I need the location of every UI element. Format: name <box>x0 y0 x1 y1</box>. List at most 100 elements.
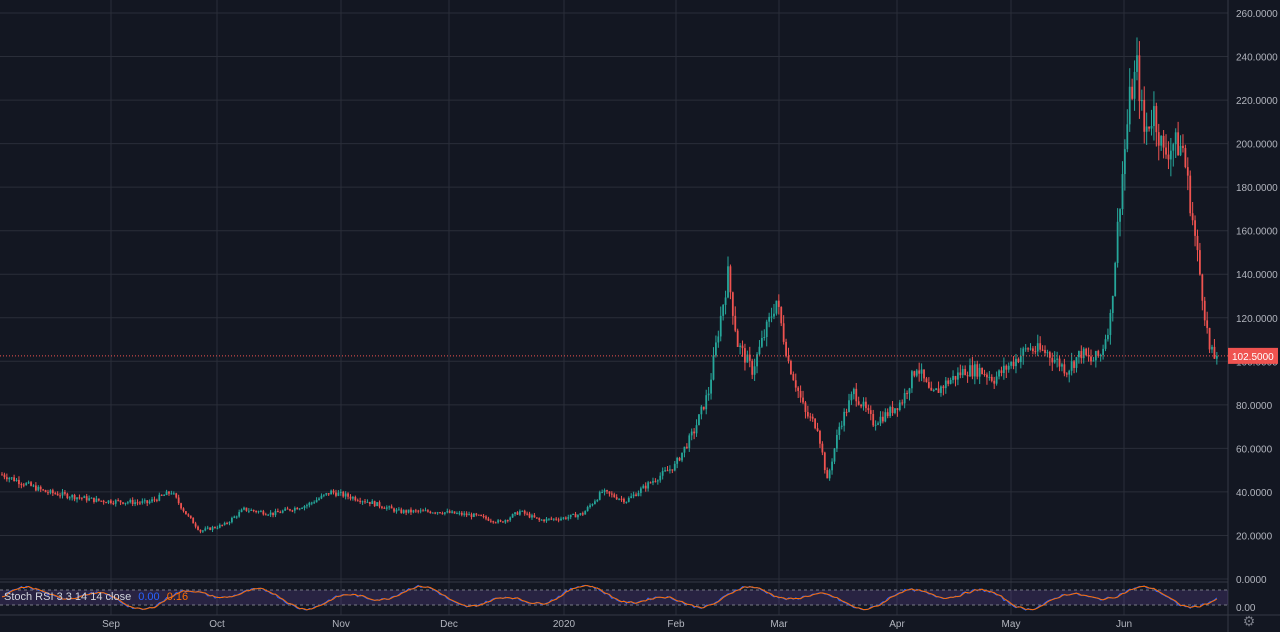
candle-body <box>741 345 744 349</box>
candle-body <box>1082 348 1085 359</box>
candle-body <box>637 492 640 496</box>
candle-body <box>475 513 478 515</box>
candle-body <box>736 330 739 347</box>
gear-icon[interactable]: ⚙ <box>1242 613 1256 629</box>
candle-body <box>47 492 49 494</box>
candle-body <box>523 510 526 514</box>
candle-body <box>993 380 996 384</box>
candle-body <box>388 506 391 508</box>
candle-body <box>400 509 403 513</box>
candle-body <box>291 510 294 512</box>
candle-body <box>823 452 826 471</box>
candle-body <box>458 512 461 514</box>
candle-body <box>163 495 166 497</box>
candle-body <box>71 495 74 498</box>
candle-body <box>1065 373 1068 375</box>
candle-body <box>1206 320 1209 328</box>
candle-body <box>918 370 921 374</box>
candle-body <box>1196 235 1199 251</box>
candle-body <box>949 379 952 384</box>
candle-body <box>30 482 32 486</box>
candle-body <box>594 501 596 505</box>
candle-body <box>579 513 582 515</box>
candle-body <box>669 469 671 471</box>
candle-body <box>129 500 132 503</box>
candle-body <box>1036 343 1039 352</box>
candle-body <box>751 360 754 375</box>
candle-body <box>881 416 884 422</box>
candle-body <box>165 491 168 496</box>
candle-body <box>659 475 662 481</box>
candle-body <box>487 518 490 521</box>
candle-body <box>598 492 601 500</box>
candle-body <box>90 497 93 499</box>
candle-body <box>441 513 444 515</box>
candle-body <box>473 513 475 517</box>
candle-body <box>705 395 708 410</box>
candle-body <box>998 370 1000 377</box>
candle-body <box>463 513 466 515</box>
candle-body <box>310 502 313 504</box>
candle-body <box>395 509 398 512</box>
candle-body <box>647 482 650 489</box>
candle-body <box>964 369 967 376</box>
candle-body <box>1032 348 1034 352</box>
candle-body <box>37 486 40 491</box>
candle-body <box>371 501 374 504</box>
candle-body <box>315 499 318 503</box>
candle-body <box>431 512 434 514</box>
candle-body <box>1019 355 1022 363</box>
candle-body <box>1068 370 1071 375</box>
candle-body <box>1140 99 1143 102</box>
candle-body <box>49 490 52 493</box>
candle-body <box>223 522 226 525</box>
candle-body <box>301 508 303 510</box>
candle-body <box>652 481 654 483</box>
candle-body <box>332 490 335 493</box>
time-tick-label: Nov <box>332 619 350 630</box>
candle-body <box>688 435 691 448</box>
candle-body <box>1015 358 1017 367</box>
candle-body <box>765 321 768 338</box>
candle-body <box>1051 357 1054 363</box>
candle-body <box>376 502 378 507</box>
candle-body <box>712 355 715 380</box>
candle-body <box>1169 150 1172 160</box>
candle-body <box>891 406 894 413</box>
price-tick-label: 180.0000 <box>1236 183 1278 194</box>
candle-body <box>189 515 192 518</box>
candle-body <box>489 520 492 522</box>
candle-body <box>913 371 916 376</box>
candle-body <box>574 513 577 518</box>
candle-body <box>666 470 669 472</box>
last-price-tag <box>1228 347 1278 364</box>
candle-body <box>1208 327 1211 350</box>
candle-body <box>170 493 173 495</box>
candle-body <box>429 511 432 514</box>
candle-body <box>185 511 187 515</box>
candle-body <box>1145 126 1148 132</box>
candle-body <box>1162 135 1165 148</box>
candle-body <box>715 342 717 356</box>
candle-body <box>758 346 761 355</box>
candle-body <box>339 491 342 493</box>
candle-body <box>267 514 270 516</box>
candle-body <box>327 493 330 495</box>
candle-body <box>848 400 850 412</box>
candle-body <box>923 369 925 379</box>
candle-body <box>504 520 507 523</box>
candle-body <box>209 527 212 530</box>
candle-body <box>325 493 328 495</box>
candle-body <box>105 502 107 504</box>
candle-body <box>852 388 855 395</box>
candle-body <box>182 508 185 512</box>
candle-body <box>826 470 829 479</box>
candle-body <box>422 510 424 512</box>
candle-body <box>548 518 550 520</box>
candle-body <box>443 512 446 514</box>
candle-body <box>540 519 543 521</box>
candle-body <box>1087 354 1090 357</box>
candle-body <box>1165 147 1167 155</box>
candle-body <box>1155 106 1158 133</box>
